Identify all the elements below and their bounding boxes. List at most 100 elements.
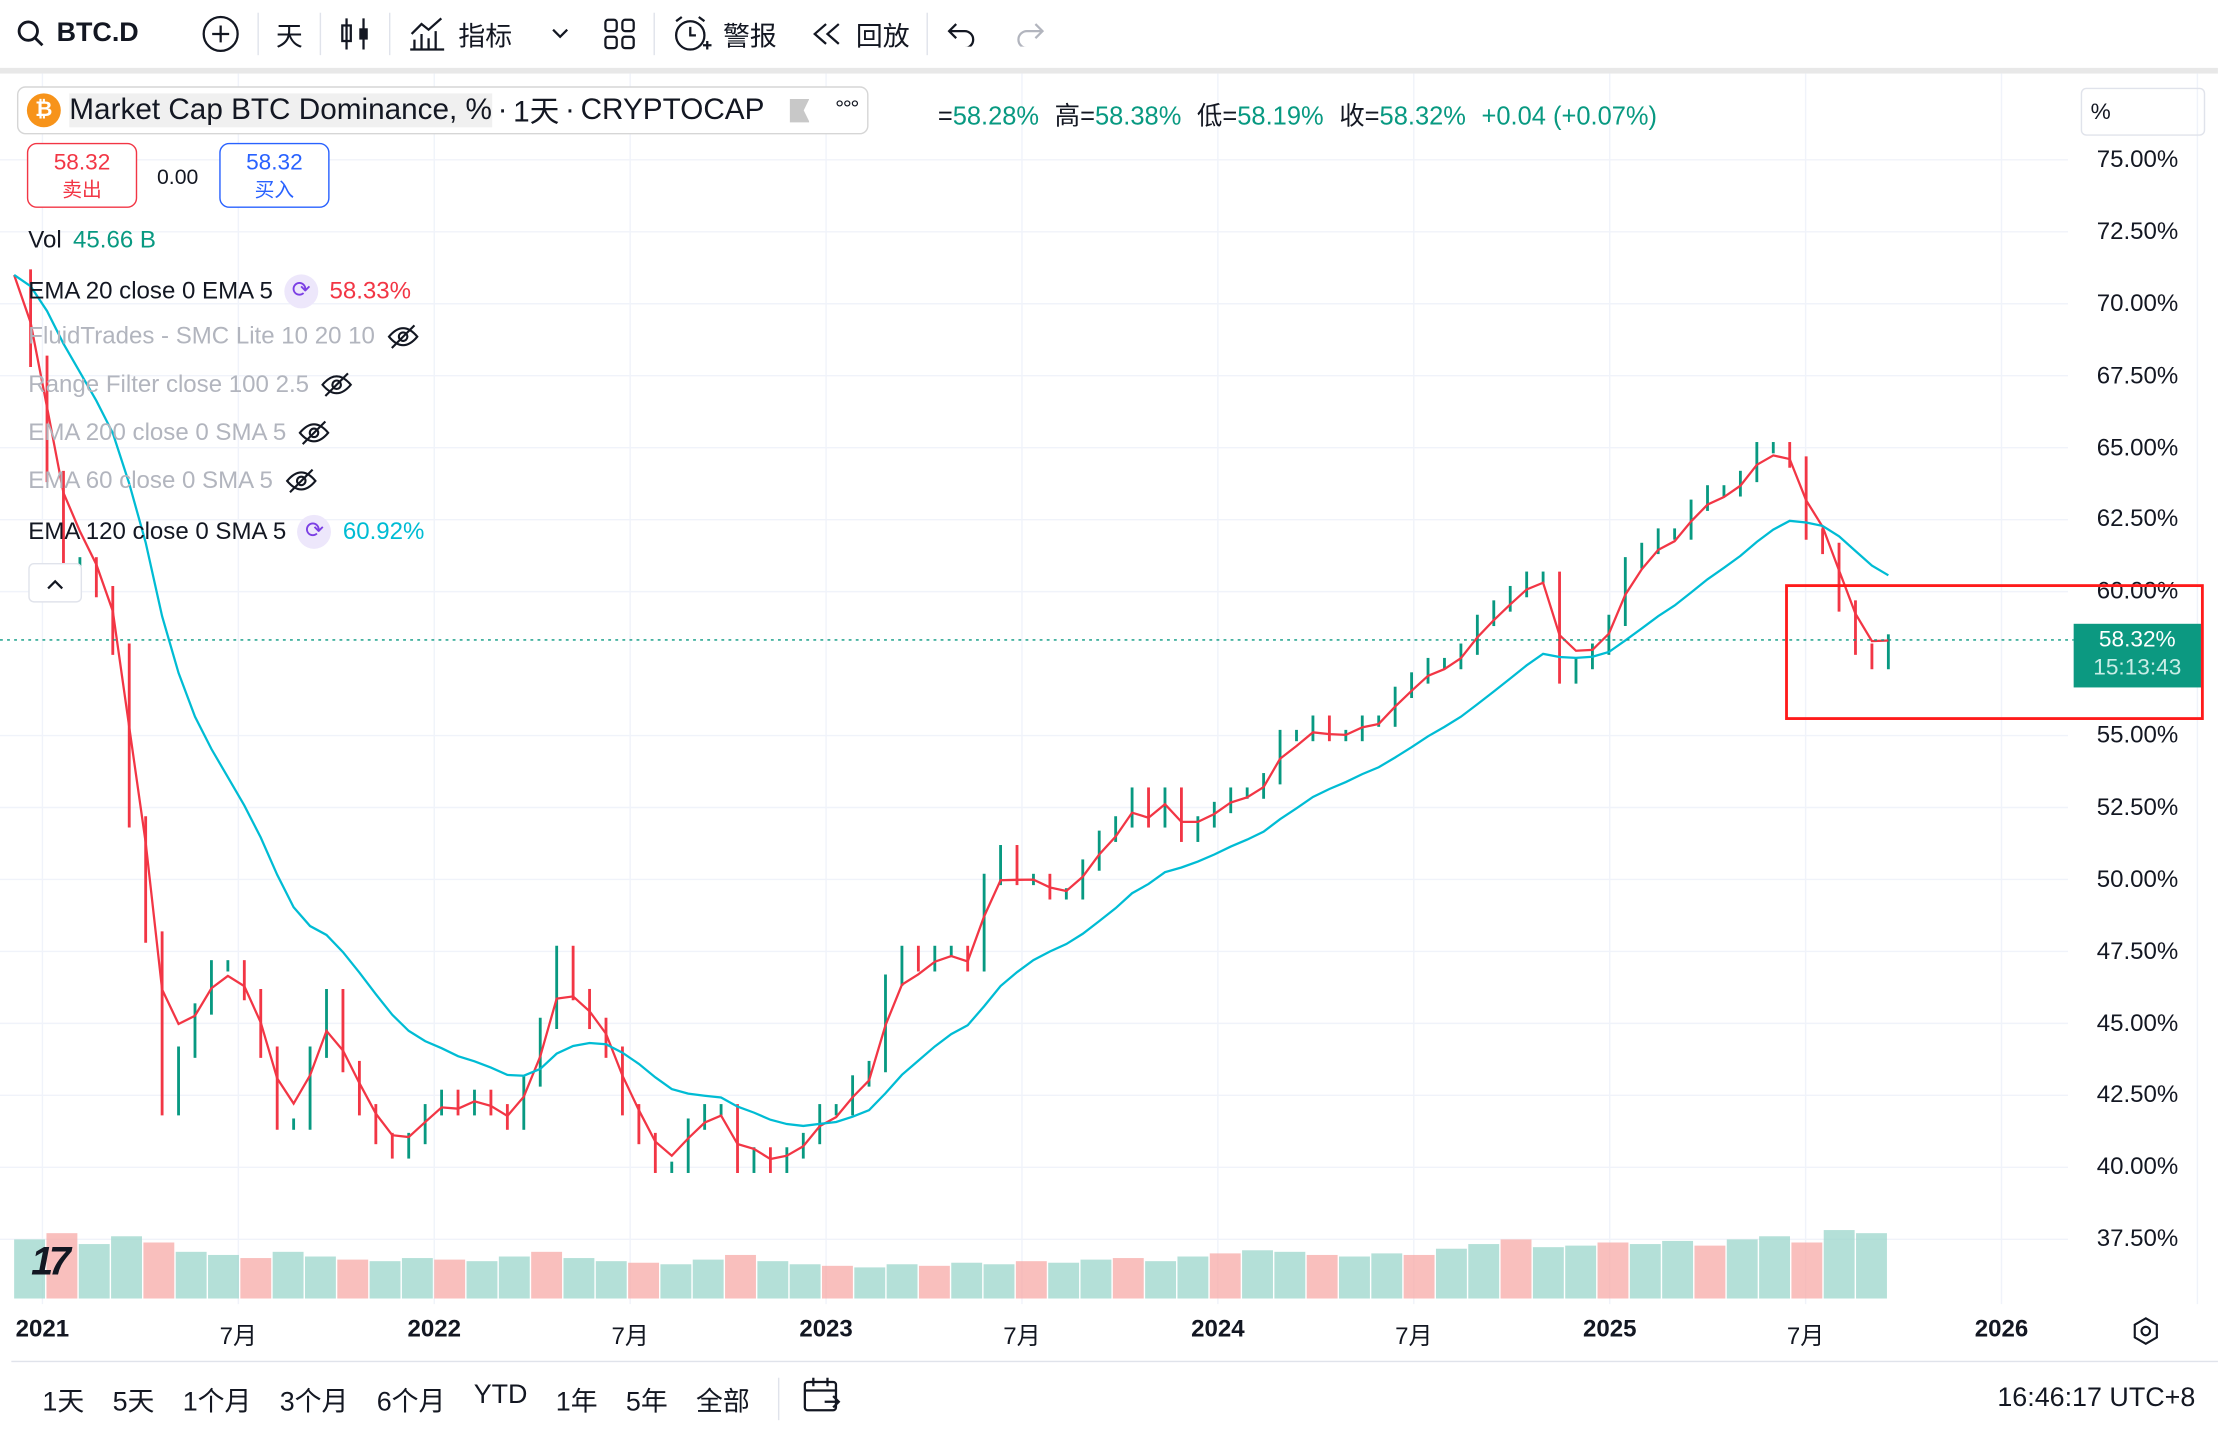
- indicator-row[interactable]: EMA 60 close 0 SMA 5: [28, 467, 318, 495]
- volume-bar: [1726, 1239, 1758, 1299]
- volume-bar: [1500, 1239, 1532, 1299]
- interval-button[interactable]: 天: [259, 6, 320, 63]
- volume-bar: [951, 1262, 983, 1299]
- indicator-name: Range Filter close 100 2.5: [28, 370, 310, 398]
- replay-button[interactable]: 回放: [794, 6, 927, 63]
- price-tick: 65.00%: [2096, 433, 2179, 461]
- clock-timezone[interactable]: 16:46:17 UTC+8: [1997, 1383, 2196, 1414]
- volume-bar: [692, 1259, 724, 1299]
- interval-label: 天: [275, 21, 303, 52]
- price-tick: 42.50%: [2096, 1081, 2179, 1109]
- indicator-row[interactable]: FluidTrades - SMC Lite 10 20 10: [28, 323, 420, 351]
- range-button[interactable]: 1年: [555, 1386, 598, 1417]
- price-tick: 72.50%: [2096, 217, 2179, 245]
- volume-bar: [111, 1236, 142, 1299]
- ohlc-values: =58.28% 高=58.38% 低=58.19% 收=58.32% +0.04…: [938, 96, 1657, 133]
- calendar-icon: [803, 1377, 841, 1412]
- volume-bar: [1694, 1245, 1726, 1299]
- symbol-title: Market Cap BTC Dominance, %: [69, 93, 492, 128]
- time-tick: 2023: [799, 1315, 853, 1343]
- divider: [778, 1377, 780, 1421]
- volume-bar: [1306, 1254, 1338, 1299]
- volume-bar: [1274, 1251, 1306, 1299]
- range-button[interactable]: 3个月: [279, 1386, 349, 1417]
- range-button[interactable]: 全部: [696, 1386, 750, 1417]
- volume-bar: [143, 1242, 175, 1299]
- range-button[interactable]: 1个月: [182, 1386, 252, 1417]
- range-button[interactable]: 5天: [112, 1386, 155, 1417]
- volume-bar: [595, 1261, 627, 1299]
- volume-bar: [46, 1233, 78, 1299]
- range-button[interactable]: 6个月: [376, 1386, 446, 1417]
- price-tick: 45.00%: [2096, 1009, 2179, 1037]
- settings-icon[interactable]: [2130, 1315, 2161, 1353]
- time-tick: 2021: [15, 1315, 70, 1343]
- close-value: 58.32%: [1379, 101, 1466, 131]
- volume-bar: [434, 1259, 466, 1299]
- volume-bar: [1823, 1230, 1855, 1299]
- bar-countdown: 15:13:43: [2093, 656, 2182, 681]
- alert-button[interactable]: 警报: [655, 6, 794, 63]
- indicator-name: EMA 120 close 0 SMA 5: [28, 517, 287, 545]
- divider: [257, 12, 259, 56]
- range-button[interactable]: 1天: [42, 1386, 85, 1417]
- symbol-search-button[interactable]: BTC.D: [0, 6, 156, 63]
- price-tick: 60.00%: [2096, 577, 2179, 605]
- redo-icon: [1017, 23, 1045, 47]
- eye-hidden-icon[interactable]: [320, 372, 354, 397]
- goto-date-button[interactable]: [794, 1376, 851, 1421]
- flag-icon[interactable]: [789, 98, 810, 123]
- indicators-button[interactable]: 指标: [391, 6, 586, 63]
- eye-hidden-icon[interactable]: [298, 420, 332, 445]
- layout-button[interactable]: [586, 6, 654, 63]
- indicator-row[interactable]: EMA 20 close 0 EMA 5 ⟳ 58.33%: [28, 274, 411, 309]
- range-button[interactable]: 5年: [625, 1386, 668, 1417]
- current-price-label: 58.32% 15:13:43: [2073, 623, 2201, 688]
- undo-button[interactable]: [928, 6, 996, 63]
- indicator-row[interactable]: EMA 120 close 0 SMA 5 ⟳ 60.92%: [28, 514, 425, 549]
- indicator-row[interactable]: Range Filter close 100 2.5: [28, 371, 354, 399]
- price-tick: 50.00%: [2096, 865, 2179, 893]
- volume-bar: [660, 1264, 692, 1299]
- price-scale-unit[interactable]: %: [2080, 87, 2206, 136]
- chevron-down-icon[interactable]: [552, 28, 569, 39]
- volume-bar: [1791, 1242, 1823, 1299]
- volume-bar: [304, 1256, 336, 1299]
- candlestick-icon: [341, 18, 368, 50]
- buy-price: 58.32: [246, 151, 303, 176]
- volume-bar: [78, 1244, 110, 1299]
- collapse-indicators-button[interactable]: [28, 562, 83, 603]
- indicators-label: 指标: [458, 21, 513, 52]
- volume-bar: [1565, 1245, 1597, 1299]
- indicator-name: Vol: [28, 226, 62, 254]
- refresh-icon[interactable]: ⟳: [284, 274, 319, 309]
- sell-price: 58.32: [53, 151, 111, 176]
- tradingview-logo[interactable]: 17: [31, 1239, 71, 1283]
- symbol-legend[interactable]: ₿ Market Cap BTC Dominance, % · 1天 · CRY…: [16, 86, 868, 135]
- price-tick: 67.50%: [2096, 361, 2179, 389]
- highlight-annotation-box: [1785, 584, 2204, 720]
- compare-symbol-button[interactable]: [184, 6, 258, 63]
- price-tick: 70.00%: [2096, 289, 2179, 317]
- volume-bar: [1339, 1256, 1370, 1299]
- more-options-icon[interactable]: °°°: [835, 97, 859, 122]
- indicator-value: 60.92%: [342, 517, 425, 545]
- price-chart[interactable]: [0, 73, 2218, 1361]
- redo-button[interactable]: [996, 6, 1064, 63]
- volume-bar: [983, 1264, 1015, 1299]
- volume-bar: [466, 1261, 498, 1299]
- chart-type-button[interactable]: [321, 6, 389, 63]
- volume-bar: [337, 1259, 369, 1299]
- volume-bar: [14, 1239, 46, 1299]
- eye-hidden-icon[interactable]: [284, 468, 318, 493]
- time-tick: 2025: [1582, 1315, 1637, 1343]
- range-button[interactable]: YTD: [473, 1379, 528, 1410]
- indicator-row[interactable]: Vol 45.66 B: [28, 226, 156, 254]
- refresh-icon[interactable]: ⟳: [297, 514, 332, 549]
- divider: [926, 12, 929, 56]
- buy-button[interactable]: 58.32 买入: [219, 142, 330, 208]
- sell-button[interactable]: 58.32 卖出: [26, 142, 138, 208]
- eye-hidden-icon[interactable]: [386, 324, 420, 349]
- legend-exchange: CRYPTOCAP: [580, 93, 765, 126]
- indicator-row[interactable]: EMA 200 close 0 SMA 5: [28, 419, 331, 447]
